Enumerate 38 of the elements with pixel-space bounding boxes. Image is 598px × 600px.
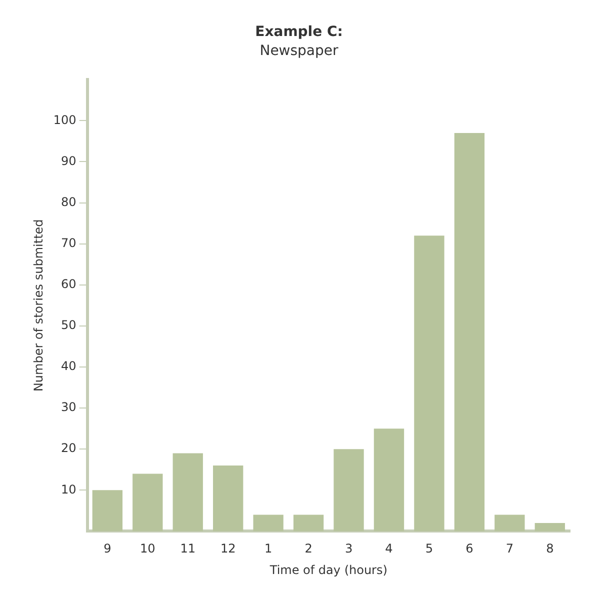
x-tick-label: 5 xyxy=(425,542,434,556)
y-tick-label: 60 xyxy=(61,277,76,291)
bar xyxy=(172,453,203,532)
bar xyxy=(414,236,444,532)
chart-subtitle: Newspaper xyxy=(260,42,339,59)
y-tick-label: 20 xyxy=(61,441,76,456)
y-tick-label: 10 xyxy=(61,482,76,496)
bar xyxy=(534,522,565,532)
x-tick-label: 12 xyxy=(220,542,236,556)
bar xyxy=(494,514,525,532)
y-tick-label: 100 xyxy=(53,112,76,127)
chart-title: Example C: xyxy=(255,24,343,40)
y-axis-title: Number of stories submitted xyxy=(31,219,46,392)
x-tick-label: 2 xyxy=(304,542,312,556)
y-tick-label: 30 xyxy=(61,400,76,414)
bar xyxy=(253,514,284,532)
x-tick-label: 1 xyxy=(264,542,272,556)
x-tick-label: 6 xyxy=(466,542,474,556)
bar xyxy=(293,514,324,532)
x-tick-label: 9 xyxy=(104,542,112,556)
x-tick-label: 7 xyxy=(506,542,514,556)
x-tick-label: 10 xyxy=(140,542,156,556)
y-tick-label: 80 xyxy=(61,194,76,209)
bar xyxy=(374,428,404,532)
bar xyxy=(213,466,244,532)
bar xyxy=(334,449,364,532)
y-tick-label: 50 xyxy=(61,318,76,332)
x-axis-title: Time of day (hours) xyxy=(268,562,388,577)
y-tick-label: 70 xyxy=(61,236,76,250)
y-tick-label: 40 xyxy=(61,359,76,374)
y-tick-label: 90 xyxy=(61,154,76,168)
x-tick-label: 4 xyxy=(385,542,393,556)
bar xyxy=(454,132,485,532)
bar xyxy=(92,490,122,532)
x-tick-label: 8 xyxy=(546,542,554,556)
x-tick-label: 3 xyxy=(344,542,353,556)
x-tick-label: 11 xyxy=(180,542,196,556)
bar xyxy=(132,474,163,532)
